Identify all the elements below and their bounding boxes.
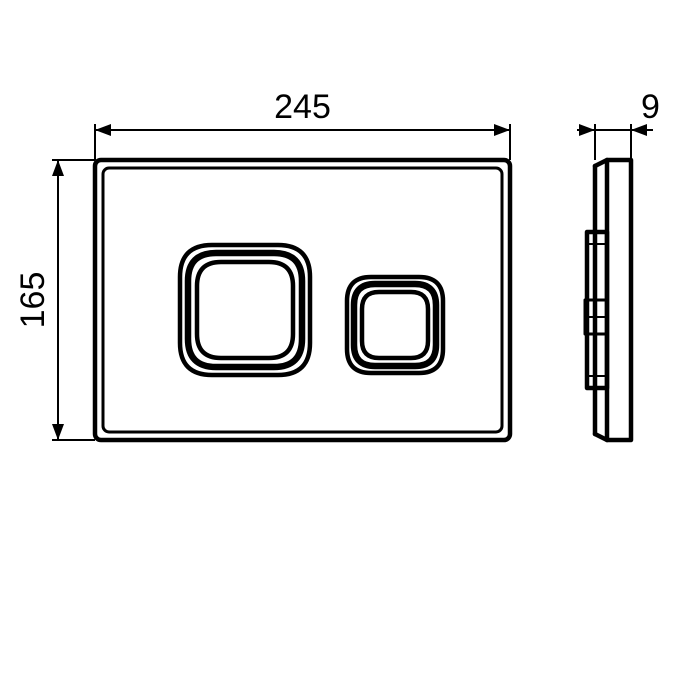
- dim-value-width: 245: [274, 88, 331, 126]
- dim-value-depth: 9: [641, 88, 660, 126]
- big-flush-button-ring-outer: [180, 245, 310, 375]
- technical-drawing: 245 165 9: [0, 0, 700, 680]
- dim-arrow: [52, 424, 64, 440]
- dim-value-height: 165: [14, 272, 52, 329]
- dim-arrow: [494, 124, 510, 136]
- big-flush-button-ring-mid: [188, 253, 302, 367]
- dim-arrow: [95, 124, 111, 136]
- dim-arrow: [579, 124, 595, 136]
- dim-arrow: [52, 160, 64, 176]
- big-flush-button-inner: [197, 262, 293, 358]
- small-flush-button-inner: [362, 292, 428, 358]
- side-back-slab: [607, 160, 631, 440]
